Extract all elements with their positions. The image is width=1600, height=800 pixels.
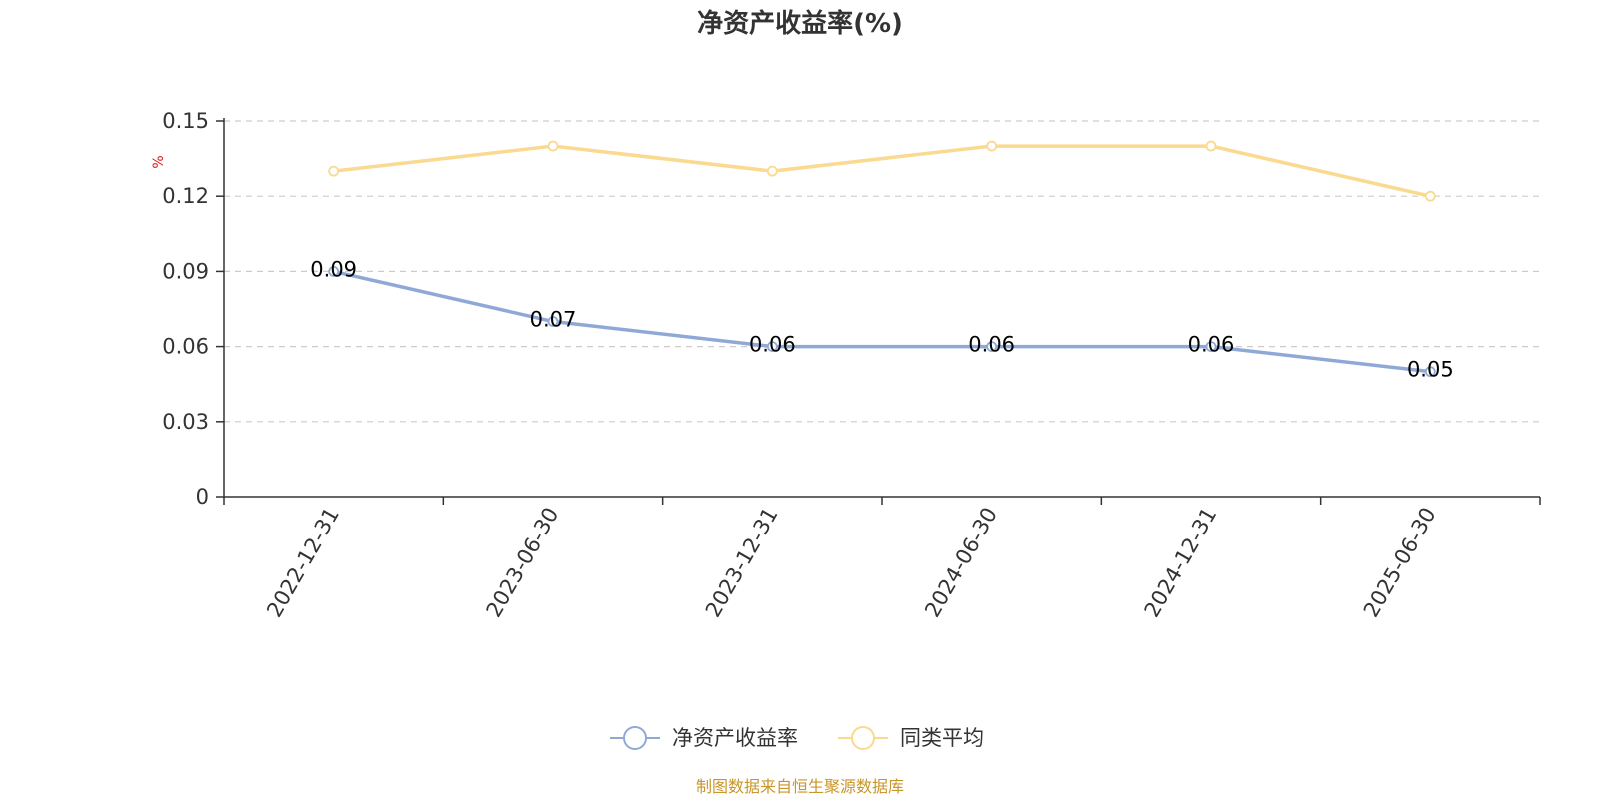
series-line-roe [333, 269, 1431, 374]
x-tick-label: 2023-12-31 [701, 504, 783, 622]
axes [216, 118, 1541, 505]
data-point [328, 165, 340, 177]
x-tick-label: 2022-12-31 [262, 504, 344, 622]
chart-title: 净资产收益率(%) [697, 8, 903, 39]
x-tick-label: 2024-06-30 [920, 504, 1002, 622]
x-axis-ticks: 2022-12-31 2023-06-30 2023-12-31 2024-06-30… [262, 504, 1440, 622]
y-tick-label: 0 [196, 485, 209, 509]
data-label: 0.06 [968, 333, 1015, 357]
x-tick-label: 2023-06-30 [482, 504, 564, 622]
data-point [766, 165, 778, 177]
x-tick-label: 2025-06-30 [1359, 504, 1441, 622]
data-labels: 0.09 0.07 0.06 0.06 0.06 0.05 [310, 257, 1453, 381]
data-point [1205, 341, 1217, 353]
data-point [547, 140, 559, 152]
data-point [986, 140, 998, 152]
data-point [1424, 190, 1436, 202]
data-point [766, 341, 778, 353]
y-tick-label: 0.15 [162, 109, 209, 133]
x-tick-label: 2024-12-31 [1140, 504, 1222, 622]
source-note: 制图数据来自恒生聚源数据库 [696, 777, 904, 796]
legend-marker-icon [623, 726, 647, 750]
data-point [1205, 140, 1217, 152]
y-tick-label: 0.03 [162, 410, 209, 434]
y-tick-label: 0.06 [162, 335, 209, 359]
legend-item-peer-average[interactable]: 同类平均 [838, 726, 984, 750]
y-axis-ticks: 0 0.03 0.06 0.09 0.12 0.15 [162, 109, 209, 509]
data-label: 0.05 [1407, 358, 1454, 382]
data-label: 0.07 [530, 308, 577, 332]
y-tick-label: 0.09 [162, 259, 209, 283]
legend-marker-icon [851, 726, 875, 750]
data-point [1424, 366, 1436, 378]
data-point [986, 341, 998, 353]
series-line-peer-average [333, 144, 1431, 198]
data-label: 0.06 [749, 333, 796, 357]
legend[interactable]: 净资产收益率 同类平均 [610, 726, 984, 750]
data-label: 0.06 [1188, 333, 1235, 357]
data-point [547, 316, 559, 327]
y-axis-unit: % [151, 155, 167, 168]
legend-label: 同类平均 [900, 726, 984, 750]
y-tick-label: 0.12 [162, 184, 209, 208]
grid-lines [224, 120, 1540, 423]
series-layer [328, 140, 1436, 378]
data-point [328, 265, 340, 277]
legend-item-roe[interactable]: 净资产收益率 [610, 726, 798, 750]
data-label: 0.09 [310, 257, 357, 281]
legend-label: 净资产收益率 [672, 726, 798, 750]
